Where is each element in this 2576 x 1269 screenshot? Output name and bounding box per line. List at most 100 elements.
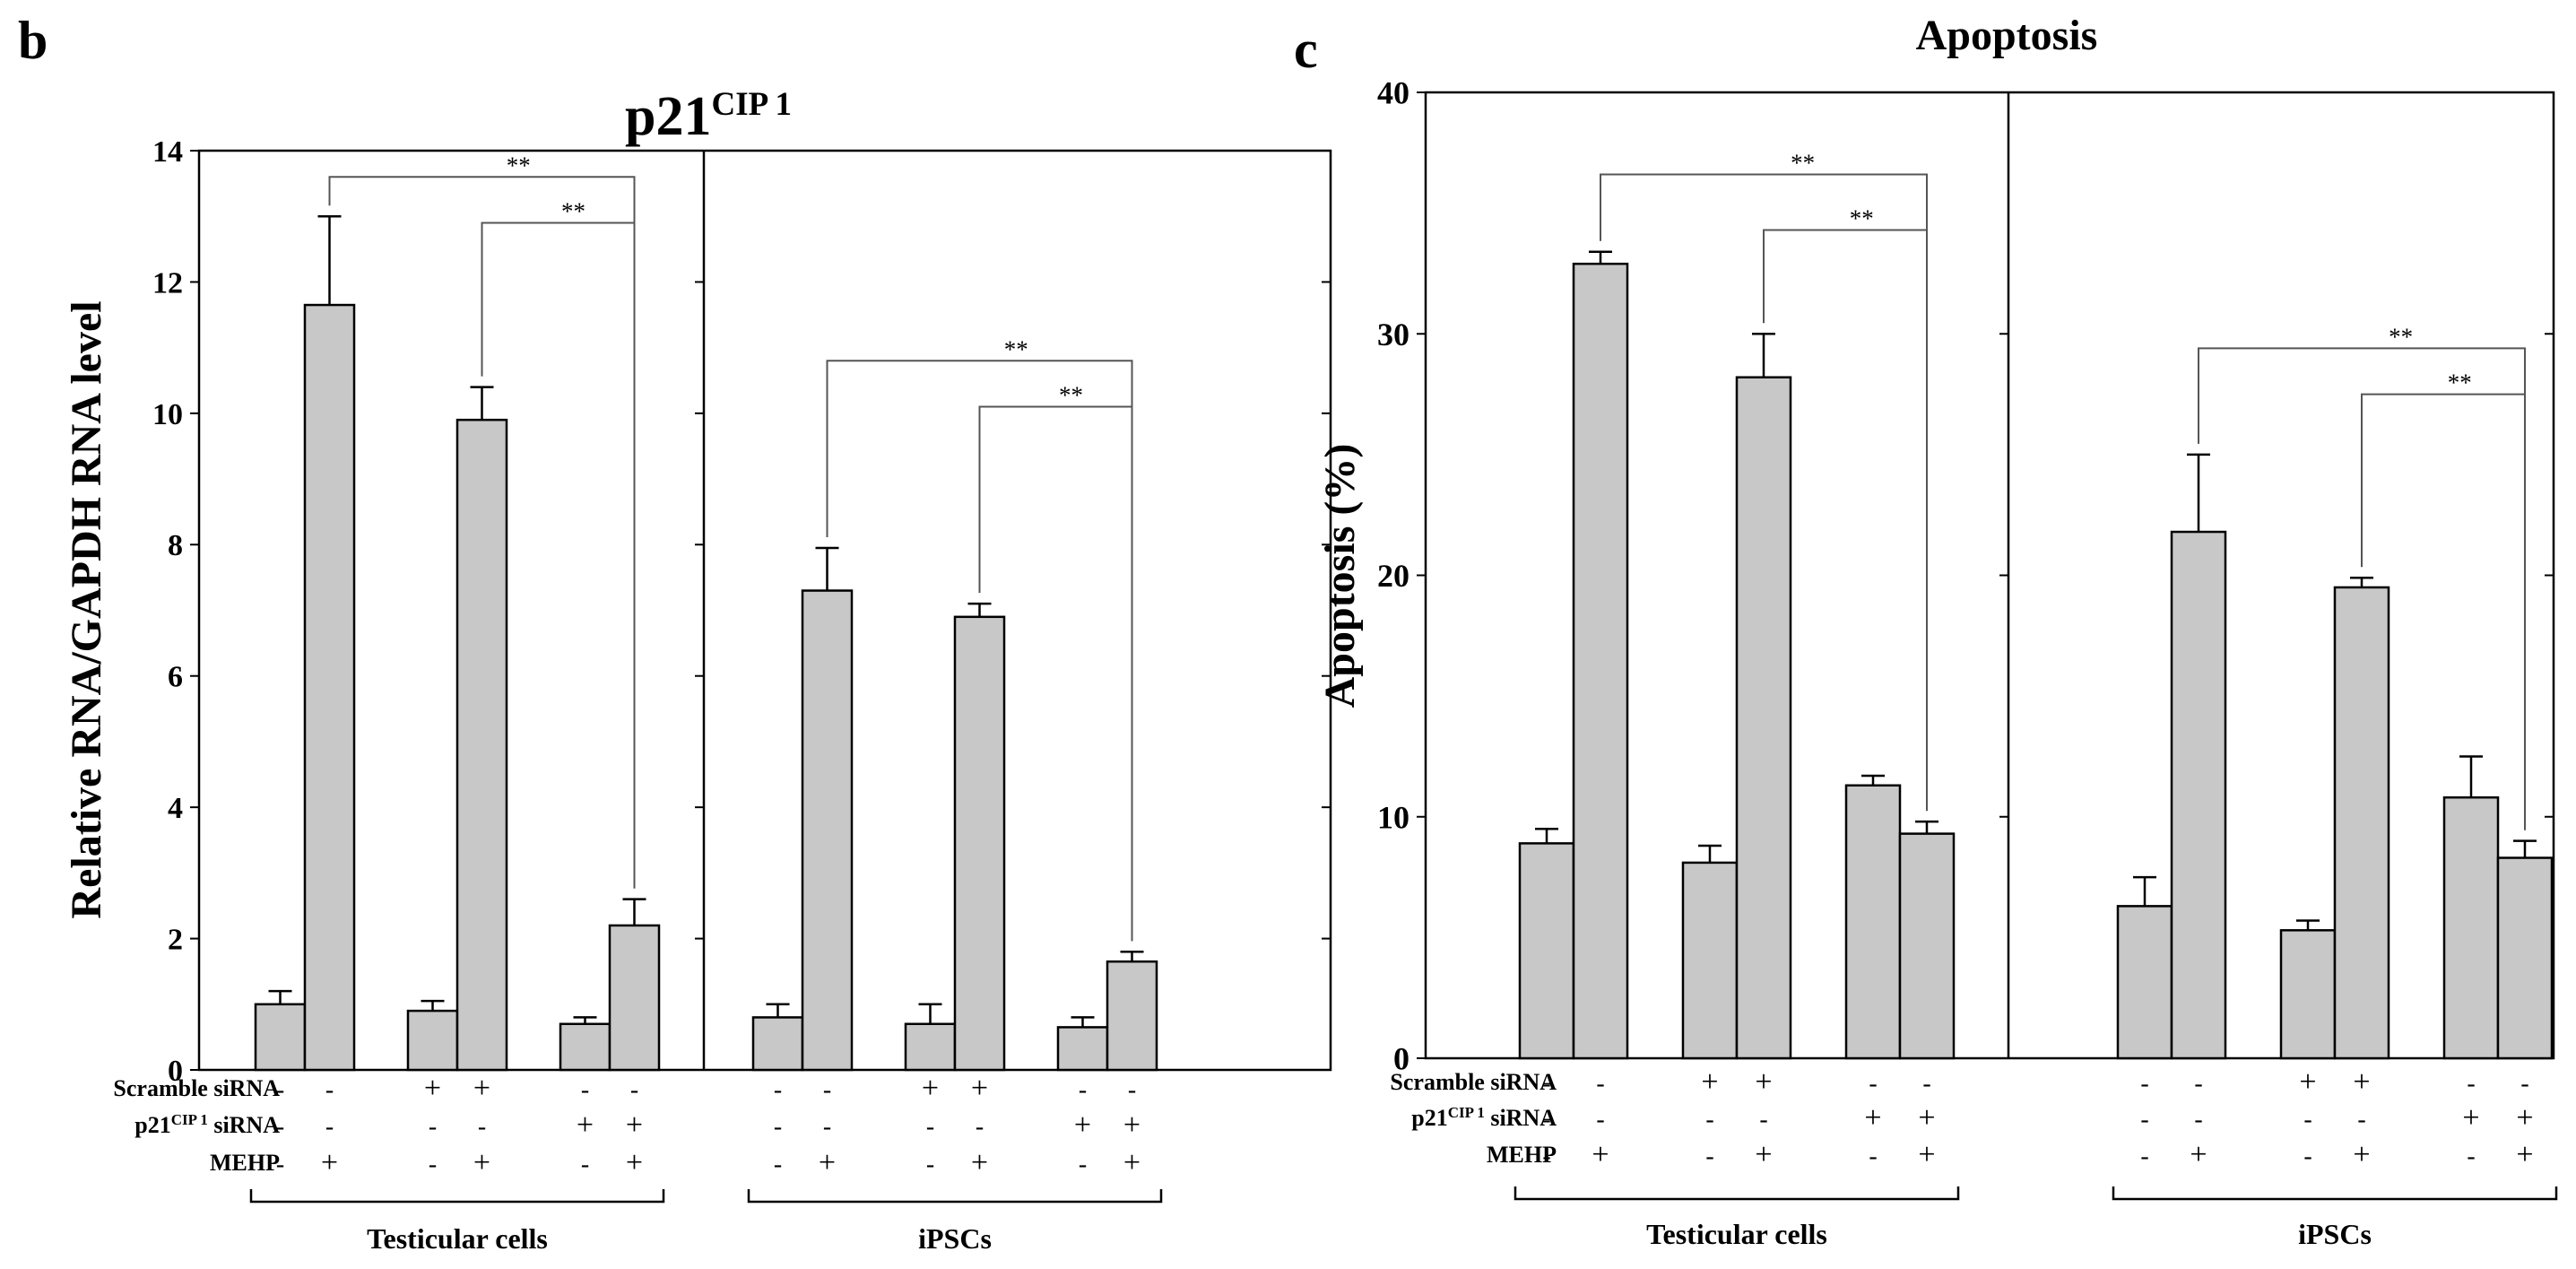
bar (254, 1003, 307, 1072)
condition-mark: + (971, 1072, 988, 1105)
condition-mark: + (1864, 1101, 1881, 1134)
condition-mark: - (2303, 1106, 2311, 1134)
significance-label: ** (561, 198, 585, 225)
bar (1518, 842, 1575, 1060)
condition-mark: - (2194, 1106, 2202, 1134)
treatment-row-name: p21 (1411, 1105, 1447, 1131)
treatment-row-name: Scramble siRNA (113, 1075, 280, 1101)
y-axis-label: Relative RNA/GAPDH RNA level (63, 300, 110, 918)
bar (406, 1009, 459, 1072)
significance-bracket (481, 222, 636, 889)
condition-mark: - (1759, 1106, 1767, 1134)
bar (2496, 856, 2554, 1060)
bar (1572, 262, 1629, 1060)
y-tick-label: 40 (1377, 75, 1409, 111)
condition-mark: - (478, 1113, 486, 1141)
condition-mark: + (2516, 1101, 2533, 1134)
condition-mark: - (2520, 1070, 2528, 1098)
condition-mark: - (1079, 1151, 1087, 1178)
panel-letter: b (18, 11, 48, 70)
condition-mark: - (823, 1076, 831, 1104)
condition-mark: + (2299, 1065, 2316, 1099)
treatment-row-label: Scramble siRNA (113, 1075, 280, 1101)
y-tick-label: 2 (168, 923, 183, 956)
condition-mark: + (1755, 1065, 1772, 1099)
condition-mark: - (823, 1113, 831, 1141)
chart-title-main: p21 (625, 86, 711, 147)
significance-bracket (1763, 229, 1928, 812)
condition-mark: - (926, 1151, 934, 1178)
chart-title: p21CIP 1 (625, 86, 792, 147)
y-tick-label: 10 (1377, 799, 1409, 835)
condition-mark: - (774, 1113, 782, 1141)
condition-mark: - (1542, 1106, 1550, 1134)
condition-mark: - (774, 1151, 782, 1178)
group-label: iPSCs (2298, 1218, 2372, 1250)
condition-mark: - (581, 1151, 589, 1178)
condition-mark: - (1542, 1070, 1550, 1098)
condition-mark: + (1701, 1065, 1718, 1099)
condition-mark: + (626, 1146, 643, 1179)
treatment-row-superscript: CIP 1 (171, 1111, 208, 1128)
group-brace (1514, 1186, 1960, 1201)
condition-mark: - (1596, 1070, 1604, 1098)
condition-mark: - (630, 1076, 638, 1104)
y-tick-label: 14 (152, 135, 183, 169)
bar (751, 1016, 804, 1072)
condition-mark: - (2140, 1143, 2148, 1170)
condition-mark: - (325, 1076, 334, 1104)
y-tick-label: 4 (168, 792, 183, 825)
chart-title-superscript: CIP 1 (712, 86, 792, 123)
chart-title-main: Apoptosis (1916, 12, 2098, 59)
bar (455, 418, 508, 1072)
y-tick-label: 6 (168, 661, 183, 694)
treatment-row-suffix: siRNA (208, 1112, 280, 1138)
condition-mark: + (1074, 1108, 1091, 1142)
group-label: Testicular cells (1646, 1218, 1827, 1250)
condition-mark: + (321, 1146, 338, 1179)
treatment-row-name: p21 (134, 1112, 170, 1138)
significance-label: ** (1850, 204, 1874, 231)
y-tick-label: 30 (1377, 317, 1409, 352)
group-brace (2112, 1186, 2558, 1201)
condition-mark: + (1592, 1138, 1609, 1171)
condition-mark: - (2357, 1106, 2365, 1134)
condition-mark: + (626, 1108, 643, 1142)
plot-frame (197, 149, 1332, 1072)
treatment-row-suffix: siRNA (1485, 1105, 1557, 1131)
condition-mark: - (1079, 1076, 1087, 1104)
condition-mark: + (2353, 1065, 2370, 1099)
condition-mark: - (1705, 1106, 1713, 1134)
condition-mark: + (2190, 1138, 2207, 1171)
bar (1898, 832, 1956, 1060)
condition-mark: - (1869, 1143, 1877, 1170)
y-tick-label: 0 (168, 1055, 183, 1088)
condition-mark: - (2467, 1070, 2475, 1098)
condition-mark: + (971, 1146, 988, 1179)
condition-mark: + (577, 1108, 594, 1142)
treatment-row-label: MEHP (1487, 1142, 1557, 1168)
condition-mark: - (276, 1076, 284, 1104)
panel-letter: c (1294, 20, 1318, 79)
bar (2442, 795, 2500, 1060)
condition-mark: + (1123, 1108, 1141, 1142)
treatment-row-superscript: CIP 1 (1448, 1104, 1485, 1121)
condition-mark: - (774, 1076, 782, 1104)
bar (1106, 960, 1158, 1072)
group-label: Testicular cells (367, 1222, 548, 1255)
condition-mark: - (2467, 1143, 2475, 1170)
bar (2116, 905, 2173, 1060)
condition-mark: - (276, 1113, 284, 1141)
condition-mark: - (1542, 1143, 1550, 1170)
condition-mark: + (922, 1072, 939, 1105)
condition-mark: + (2462, 1101, 2479, 1134)
condition-mark: - (429, 1151, 437, 1178)
y-tick-label: 10 (152, 398, 183, 431)
condition-mark: - (325, 1113, 334, 1141)
condition-mark: + (819, 1146, 836, 1179)
condition-mark: - (2194, 1070, 2202, 1098)
condition-mark: - (581, 1076, 589, 1104)
significance-label: ** (1059, 382, 1083, 409)
